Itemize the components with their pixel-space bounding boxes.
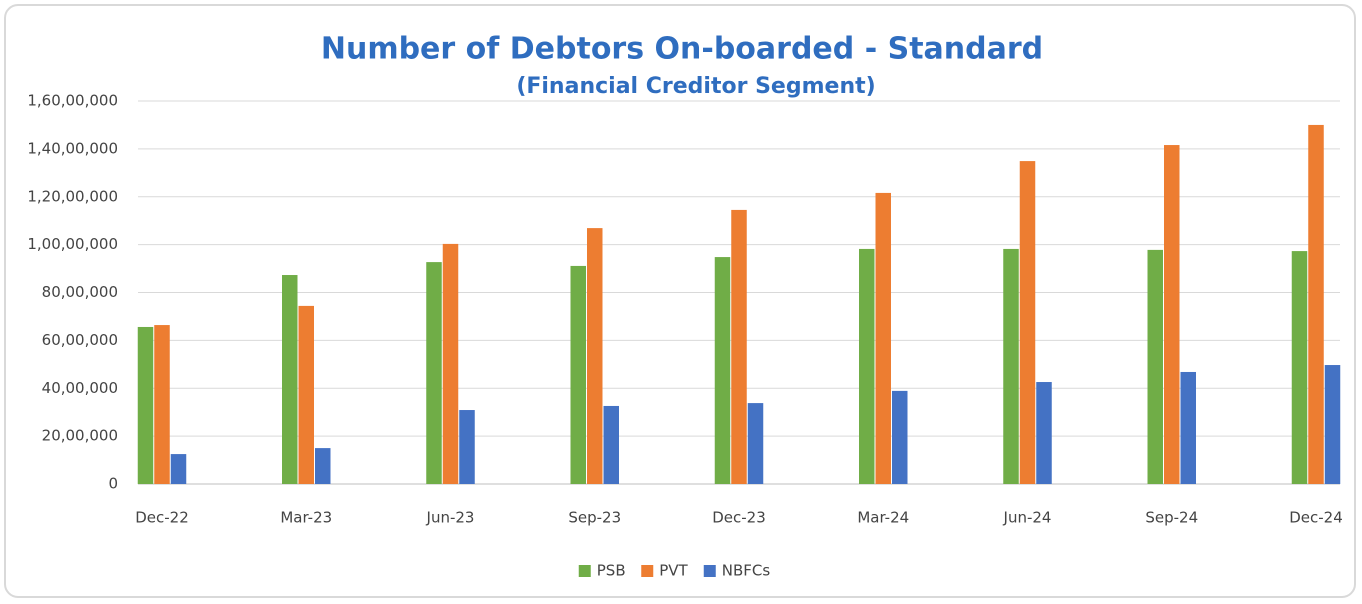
y-tick-label: 1,20,00,000	[27, 187, 118, 205]
bar	[1308, 124, 1324, 484]
bar	[1291, 251, 1308, 484]
chart-title: Number of Debtors On-boarded - Standard	[321, 32, 1043, 67]
card	[4, 4, 1356, 598]
legend-swatch	[703, 565, 716, 577]
bar	[137, 326, 154, 484]
y-tick-label: 1,40,00,000	[27, 139, 118, 157]
bar	[587, 228, 603, 484]
bar	[875, 192, 891, 485]
x-tick-label: Sep-23	[568, 509, 621, 527]
y-tick-label: 1,00,00,000	[27, 235, 118, 253]
legend-swatch	[578, 565, 591, 577]
bar	[859, 248, 875, 484]
bar	[298, 305, 314, 484]
bar	[714, 257, 731, 484]
legend-swatch	[641, 565, 654, 577]
x-tick-label: Jun-23	[426, 509, 475, 527]
x-tick-label: Dec-23	[712, 509, 766, 527]
y-tick-label: 1,60,00,000	[27, 92, 118, 110]
legend-label: PSB	[597, 562, 626, 580]
y-tick-label: 80,00,000	[42, 283, 118, 301]
y-tick-label: 20,00,000	[42, 427, 118, 445]
x-tick-label: Dec-24	[1289, 509, 1343, 527]
bar	[170, 454, 187, 484]
bar	[603, 405, 619, 484]
legend-label: PVT	[659, 562, 688, 580]
bar	[442, 243, 459, 484]
y-tick-label: 40,00,000	[42, 379, 118, 397]
x-tick-label: Sep-24	[1145, 509, 1198, 527]
y-tick-label: 0	[108, 475, 118, 493]
x-tick-label: Jun-24	[1003, 509, 1052, 527]
bar	[315, 448, 331, 484]
chart-subtitle: (Financial Creditor Segment)	[516, 74, 875, 99]
bar	[731, 209, 747, 484]
bar	[1147, 249, 1163, 484]
bar	[1324, 365, 1341, 484]
bar	[459, 410, 475, 484]
x-tick-label: Mar-23	[280, 509, 332, 527]
bar	[154, 325, 170, 484]
y-tick-label: 60,00,000	[42, 331, 118, 349]
bar	[570, 265, 586, 484]
bar	[282, 275, 298, 484]
bar	[1180, 371, 1196, 484]
bar	[1019, 161, 1036, 484]
x-tick-label: Dec-22	[135, 509, 189, 527]
bar	[747, 403, 764, 484]
bar	[1164, 145, 1180, 485]
legend-label: NBFCs	[722, 562, 771, 580]
bar	[426, 262, 442, 484]
bar	[1003, 248, 1019, 484]
x-tick-label: Mar-24	[857, 509, 909, 527]
bar	[1036, 382, 1052, 484]
bar	[892, 390, 908, 484]
